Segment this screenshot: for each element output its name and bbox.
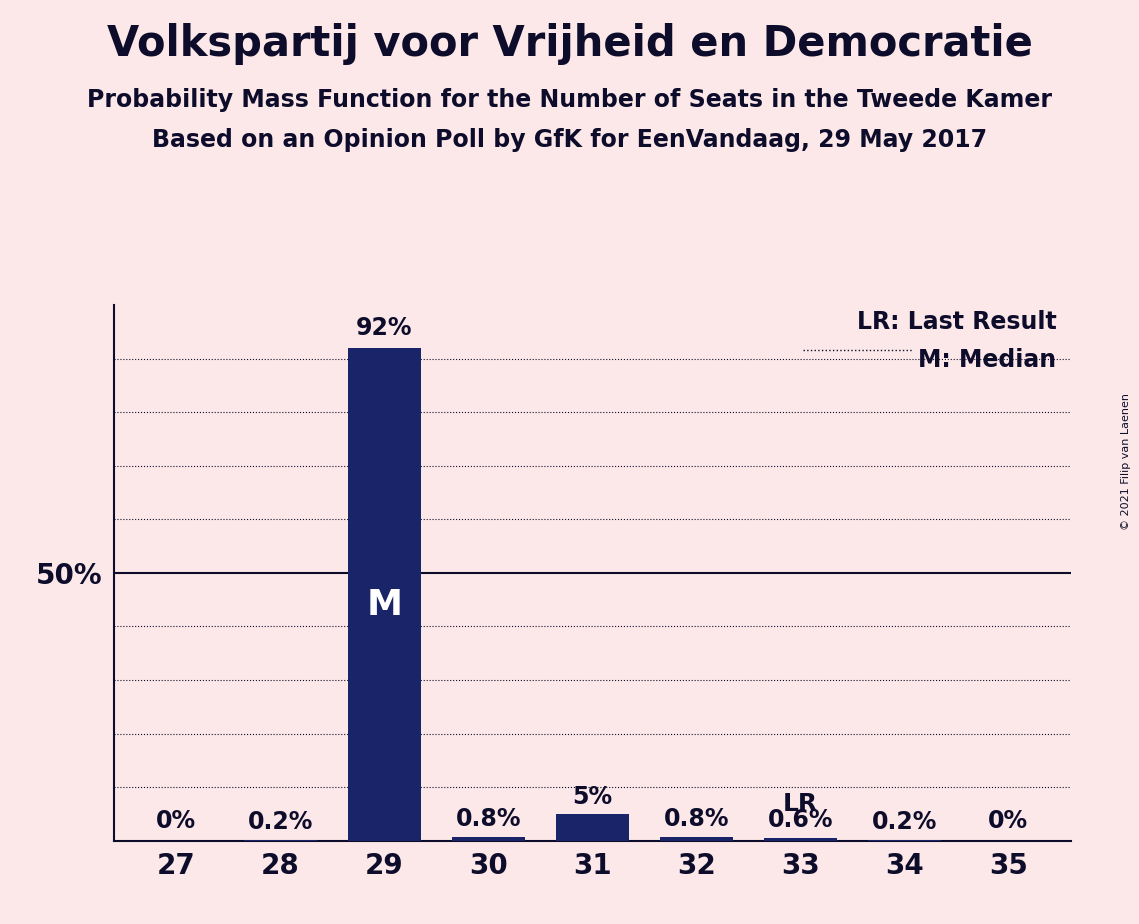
Text: LR: LR xyxy=(782,792,818,816)
Text: Volkspartij voor Vrijheid en Democratie: Volkspartij voor Vrijheid en Democratie xyxy=(107,23,1032,65)
Text: 92%: 92% xyxy=(357,316,412,340)
Text: 0.2%: 0.2% xyxy=(247,810,313,834)
Text: 0%: 0% xyxy=(989,808,1029,833)
Text: M: M xyxy=(367,588,402,622)
Text: © 2021 Filip van Laenen: © 2021 Filip van Laenen xyxy=(1121,394,1131,530)
Bar xyxy=(244,840,317,841)
Text: 5%: 5% xyxy=(572,784,613,808)
Bar xyxy=(868,840,941,841)
Text: Probability Mass Function for the Number of Seats in the Tweede Kamer: Probability Mass Function for the Number… xyxy=(87,88,1052,112)
Text: 0.6%: 0.6% xyxy=(768,808,833,833)
Bar xyxy=(764,838,837,841)
Text: Based on an Opinion Poll by GfK for EenVandaag, 29 May 2017: Based on an Opinion Poll by GfK for EenV… xyxy=(151,128,988,152)
Text: LR: Last Result: LR: Last Result xyxy=(857,310,1056,334)
Text: 0%: 0% xyxy=(156,808,196,833)
Bar xyxy=(347,347,420,841)
Bar xyxy=(452,836,525,841)
Text: M: Median: M: Median xyxy=(918,347,1056,371)
Text: 0.8%: 0.8% xyxy=(456,808,521,832)
Bar xyxy=(556,814,629,841)
Text: 0.8%: 0.8% xyxy=(664,808,729,832)
Bar xyxy=(659,836,732,841)
Text: 0.2%: 0.2% xyxy=(871,810,937,834)
